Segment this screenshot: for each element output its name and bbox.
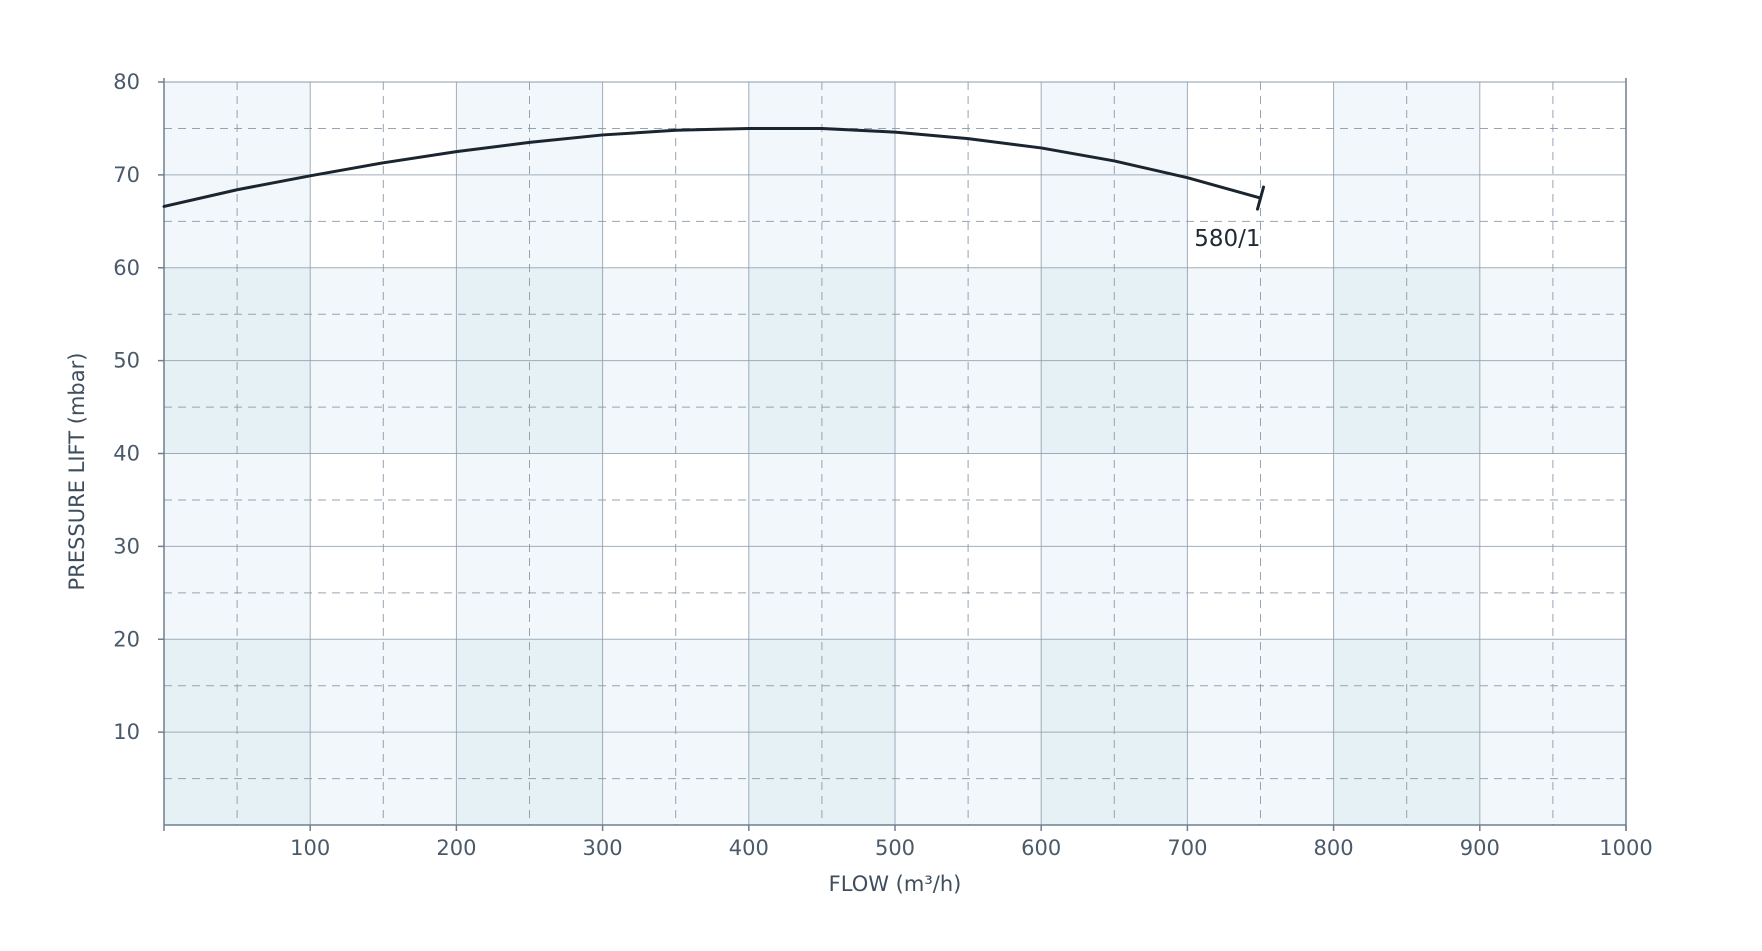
x-tick-label: 400: [729, 836, 769, 860]
x-tick-label: 600: [1021, 836, 1061, 860]
axes: [158, 78, 1627, 831]
x-tick-label: 1000: [1599, 836, 1652, 860]
grid-lines: [164, 82, 1626, 825]
series-line: [162, 126, 1262, 208]
y-tick-label: 20: [113, 627, 140, 651]
x-tick-label: 700: [1167, 836, 1207, 860]
x-tick-label: 900: [1460, 836, 1500, 860]
x-axis-title: FLOW (m³/h): [829, 872, 962, 896]
y-tick-label: 10: [113, 720, 140, 744]
x-tick-label: 300: [583, 836, 623, 860]
y-axis-title: PRESSURE LIFT (mbar): [65, 353, 89, 591]
series-end-marker: [1256, 185, 1265, 211]
x-tick-label: 200: [436, 836, 476, 860]
y-tick-labels: 10 20 30 40 50 60 70 80: [113, 70, 140, 744]
y-tick-label: 60: [113, 256, 140, 280]
y-tick-label: 80: [113, 70, 140, 94]
y-tick-label: 40: [113, 442, 140, 466]
y-tick-label: 70: [113, 163, 140, 187]
x-tick-labels: 100 200 300 400 500 600 700 800 900 1000: [290, 836, 1653, 860]
series-label: 580/1: [1194, 226, 1260, 252]
series-layer: 580/1: [162, 126, 1265, 252]
x-tick-label: 100: [290, 836, 330, 860]
x-tick-label: 800: [1314, 836, 1354, 860]
y-tick-label: 50: [113, 349, 140, 373]
y-tick-label: 30: [113, 534, 140, 558]
x-tick-label: 500: [875, 836, 915, 860]
